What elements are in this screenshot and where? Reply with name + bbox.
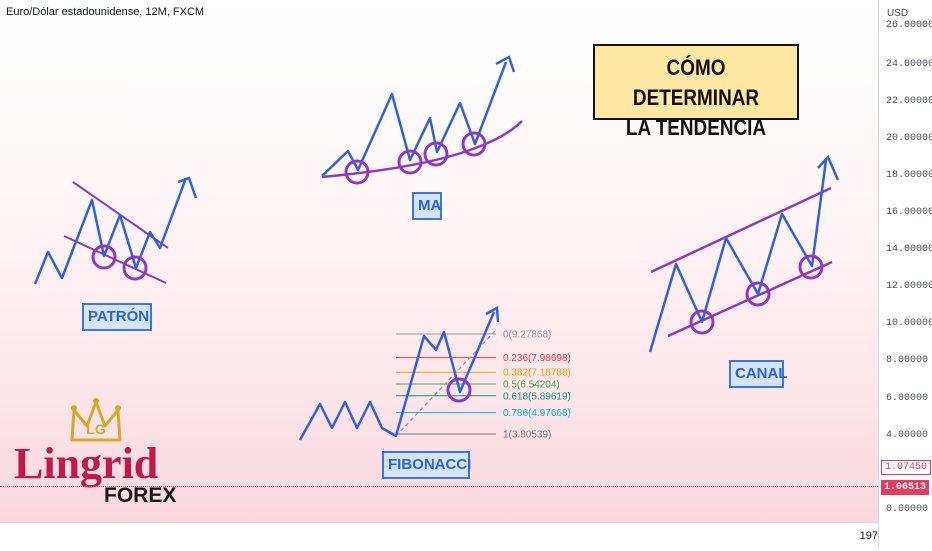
price-tick-label: 18.00000: [886, 170, 932, 182]
fib-level-label: 1(3.80539): [503, 430, 551, 441]
last-price-line: [0, 486, 878, 487]
channel-upper-line: [650, 186, 832, 274]
price-axis[interactable]: USD 26.00000 24.00000 22.00000 20.00000 18.0…: [878, 0, 932, 550]
pattern-price-path: [33, 177, 188, 285]
price-tick-label: 14.00000: [886, 244, 932, 256]
fib-level-label: 0(9.27868): [503, 330, 551, 341]
price-tick-label: 16.00000: [886, 207, 932, 219]
fib-level-label: 0.618(5.89619): [503, 391, 571, 402]
ma-touch-circle: [344, 159, 370, 185]
pattern-touch-circle: [91, 244, 117, 270]
pattern-arrowhead: [177, 176, 198, 199]
logo-brand: Lingrid: [14, 439, 158, 488]
fibonacci-drawing: 0(9.27868)0.236(7.98698)0.382(7.18788)0.…: [298, 305, 571, 441]
pattern-touch-circle: [122, 255, 148, 281]
label-patron: PATRÓN: [82, 303, 152, 331]
crown-icon: LG Lingrid FOREX: [14, 398, 176, 507]
ma-touch-circle: [397, 149, 423, 175]
time-axis-label: 197: [859, 530, 878, 542]
channel-drawing: [648, 154, 840, 353]
price-tick-label: 8.00000: [886, 355, 929, 367]
price-tick-label: 10.00000: [886, 318, 932, 330]
label-canal: CANAL: [729, 360, 788, 388]
ma-drawing: [321, 55, 523, 185]
channel-touch-circle: [689, 309, 715, 335]
fib-level-label: 0.5(6.54204): [503, 380, 560, 391]
price-tag-previous: 1.07450: [881, 460, 931, 475]
symbol-title: Euro/Dólar estadounidense, 12M, FXCM: [6, 6, 205, 18]
price-tick-label: 26.00000: [886, 20, 932, 31]
time-axis[interactable]: 197: [0, 522, 878, 551]
title-line-2: LA TENDENCIA: [625, 115, 767, 140]
label-ma: MA: [412, 192, 442, 220]
title-box: CÓMO DETERMINAR LA TENDENCIA: [593, 44, 799, 140]
channel-touch-circle: [745, 281, 771, 307]
fib-level-label: 0.236(7.98698): [503, 353, 571, 364]
price-tick-label: 4.00000: [886, 429, 929, 441]
ma-price-path: [321, 61, 508, 177]
fib-price-path: [298, 311, 496, 441]
logo-sub: FOREX: [104, 484, 176, 507]
ma-arrowhead: [495, 55, 516, 73]
channel-price-path: [648, 159, 828, 353]
price-tick-label: 0.00000: [886, 503, 929, 515]
fib-arrowhead: [485, 305, 500, 323]
channel-touch-circle: [798, 254, 824, 280]
moving-average-curve: [321, 120, 523, 179]
label-fibonacci: FIBONACCI: [382, 451, 471, 479]
price-tag-last: 1.06513: [881, 480, 929, 495]
price-tick-label: 24.00000: [886, 59, 932, 71]
drawing-layer: 0(9.27868)0.236(7.98698)0.382(7.18788)0.…: [33, 55, 840, 441]
price-tick-label: 22.00000: [886, 96, 932, 108]
fib-level-label: 0.382(7.18788): [503, 368, 571, 379]
fib-level-label: 0.786(4.97668): [503, 408, 571, 419]
ma-touch-circle: [423, 141, 449, 167]
price-tick-label: 6.00000: [886, 392, 929, 404]
pattern-drawing: [33, 176, 198, 285]
currency-label: USD: [887, 8, 909, 19]
price-tick-label: 20.00000: [886, 133, 932, 145]
ma-touch-circle: [461, 131, 487, 157]
channel-arrowhead: [817, 154, 840, 181]
title-line-1: CÓMO DETERMINAR: [632, 55, 760, 110]
price-tick-label: 12.00000: [886, 281, 932, 293]
svg-text:LG: LG: [86, 421, 106, 437]
fib-touch-circle: [446, 377, 472, 403]
lingrid-forex-logo: LG Lingrid FOREX: [12, 396, 182, 510]
